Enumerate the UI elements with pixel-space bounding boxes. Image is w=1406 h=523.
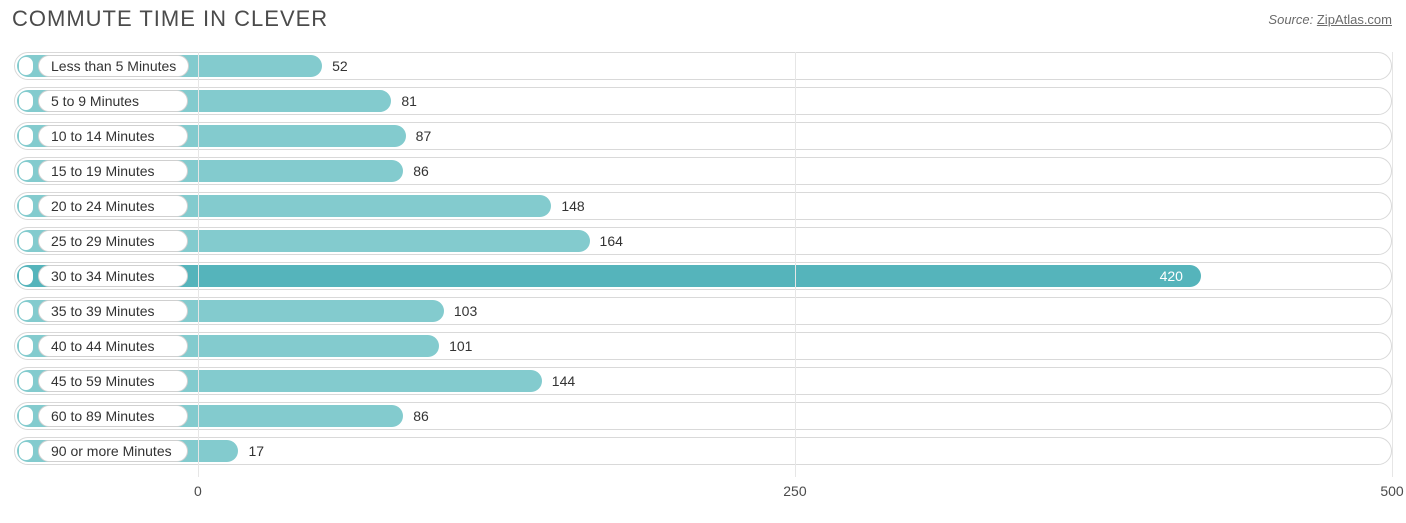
bar-label: 90 or more Minutes	[38, 440, 188, 462]
bar-value: 148	[561, 192, 584, 220]
bar-row: 90 or more Minutes 17	[14, 437, 1392, 465]
bar-value: 101	[449, 332, 472, 360]
bar-label: 40 to 44 Minutes	[38, 335, 188, 357]
gridline	[1392, 52, 1393, 477]
bar-value: 164	[600, 227, 623, 255]
bar-label: 45 to 59 Minutes	[38, 370, 188, 392]
bar-cap	[19, 232, 33, 250]
source-label: Source:	[1268, 12, 1313, 27]
gridline	[795, 52, 796, 477]
bar-fill	[17, 265, 1201, 287]
bar-cap	[19, 57, 33, 75]
bar-row: 25 to 29 Minutes 164	[14, 227, 1392, 255]
bar-value: 86	[413, 402, 429, 430]
bar-row: 5 to 9 Minutes 81	[14, 87, 1392, 115]
bar-label: 5 to 9 Minutes	[38, 90, 188, 112]
source-link[interactable]: ZipAtlas.com	[1317, 12, 1392, 27]
bar-row: Less than 5 Minutes 52	[14, 52, 1392, 80]
x-tick: 250	[783, 483, 806, 499]
bar-row: 30 to 34 Minutes 420	[14, 262, 1392, 290]
bar-cap	[19, 372, 33, 390]
bar-label: 10 to 14 Minutes	[38, 125, 188, 147]
bar-row: 60 to 89 Minutes 86	[14, 402, 1392, 430]
bar-label: 35 to 39 Minutes	[38, 300, 188, 322]
bar-label: 60 to 89 Minutes	[38, 405, 188, 427]
bar-label: 30 to 34 Minutes	[38, 265, 188, 287]
bar-cap	[19, 267, 33, 285]
bar-label: 15 to 19 Minutes	[38, 160, 188, 182]
bar-row: 35 to 39 Minutes 103	[14, 297, 1392, 325]
gridline	[198, 52, 199, 477]
bar-cap	[19, 197, 33, 215]
bar-row: 10 to 14 Minutes 87	[14, 122, 1392, 150]
bar-value: 103	[454, 297, 477, 325]
bar-row: 15 to 19 Minutes 86	[14, 157, 1392, 185]
bar-cap	[19, 337, 33, 355]
chart-title: COMMUTE TIME IN CLEVER	[12, 6, 328, 32]
bar-row: 40 to 44 Minutes 101	[14, 332, 1392, 360]
bar-label: 25 to 29 Minutes	[38, 230, 188, 252]
bar-value: 17	[248, 437, 264, 465]
bar-label: Less than 5 Minutes	[38, 55, 189, 77]
bar-value: 52	[332, 52, 348, 80]
bar-cap	[19, 442, 33, 460]
bar-value: 81	[401, 87, 417, 115]
bar-cap	[19, 162, 33, 180]
bar-value: 87	[416, 122, 432, 150]
source-attribution: Source: ZipAtlas.com	[1268, 12, 1392, 27]
bar-cap	[19, 127, 33, 145]
bar-row: 20 to 24 Minutes 148	[14, 192, 1392, 220]
chart-container: COMMUTE TIME IN CLEVER Source: ZipAtlas.…	[0, 0, 1406, 523]
bar-cap	[19, 302, 33, 320]
x-tick: 500	[1380, 483, 1403, 499]
bar-chart: Less than 5 Minutes 52 5 to 9 Minutes 81 10 …	[14, 52, 1392, 477]
bar-cap	[19, 92, 33, 110]
x-tick: 0	[194, 483, 202, 499]
bar-value: 144	[552, 367, 575, 395]
bar-label: 20 to 24 Minutes	[38, 195, 188, 217]
bar-cap	[19, 407, 33, 425]
bar-value: 420	[1160, 262, 1183, 290]
x-axis: 0250500	[14, 483, 1392, 503]
bar-value: 86	[413, 157, 429, 185]
bar-row: 45 to 59 Minutes 144	[14, 367, 1392, 395]
